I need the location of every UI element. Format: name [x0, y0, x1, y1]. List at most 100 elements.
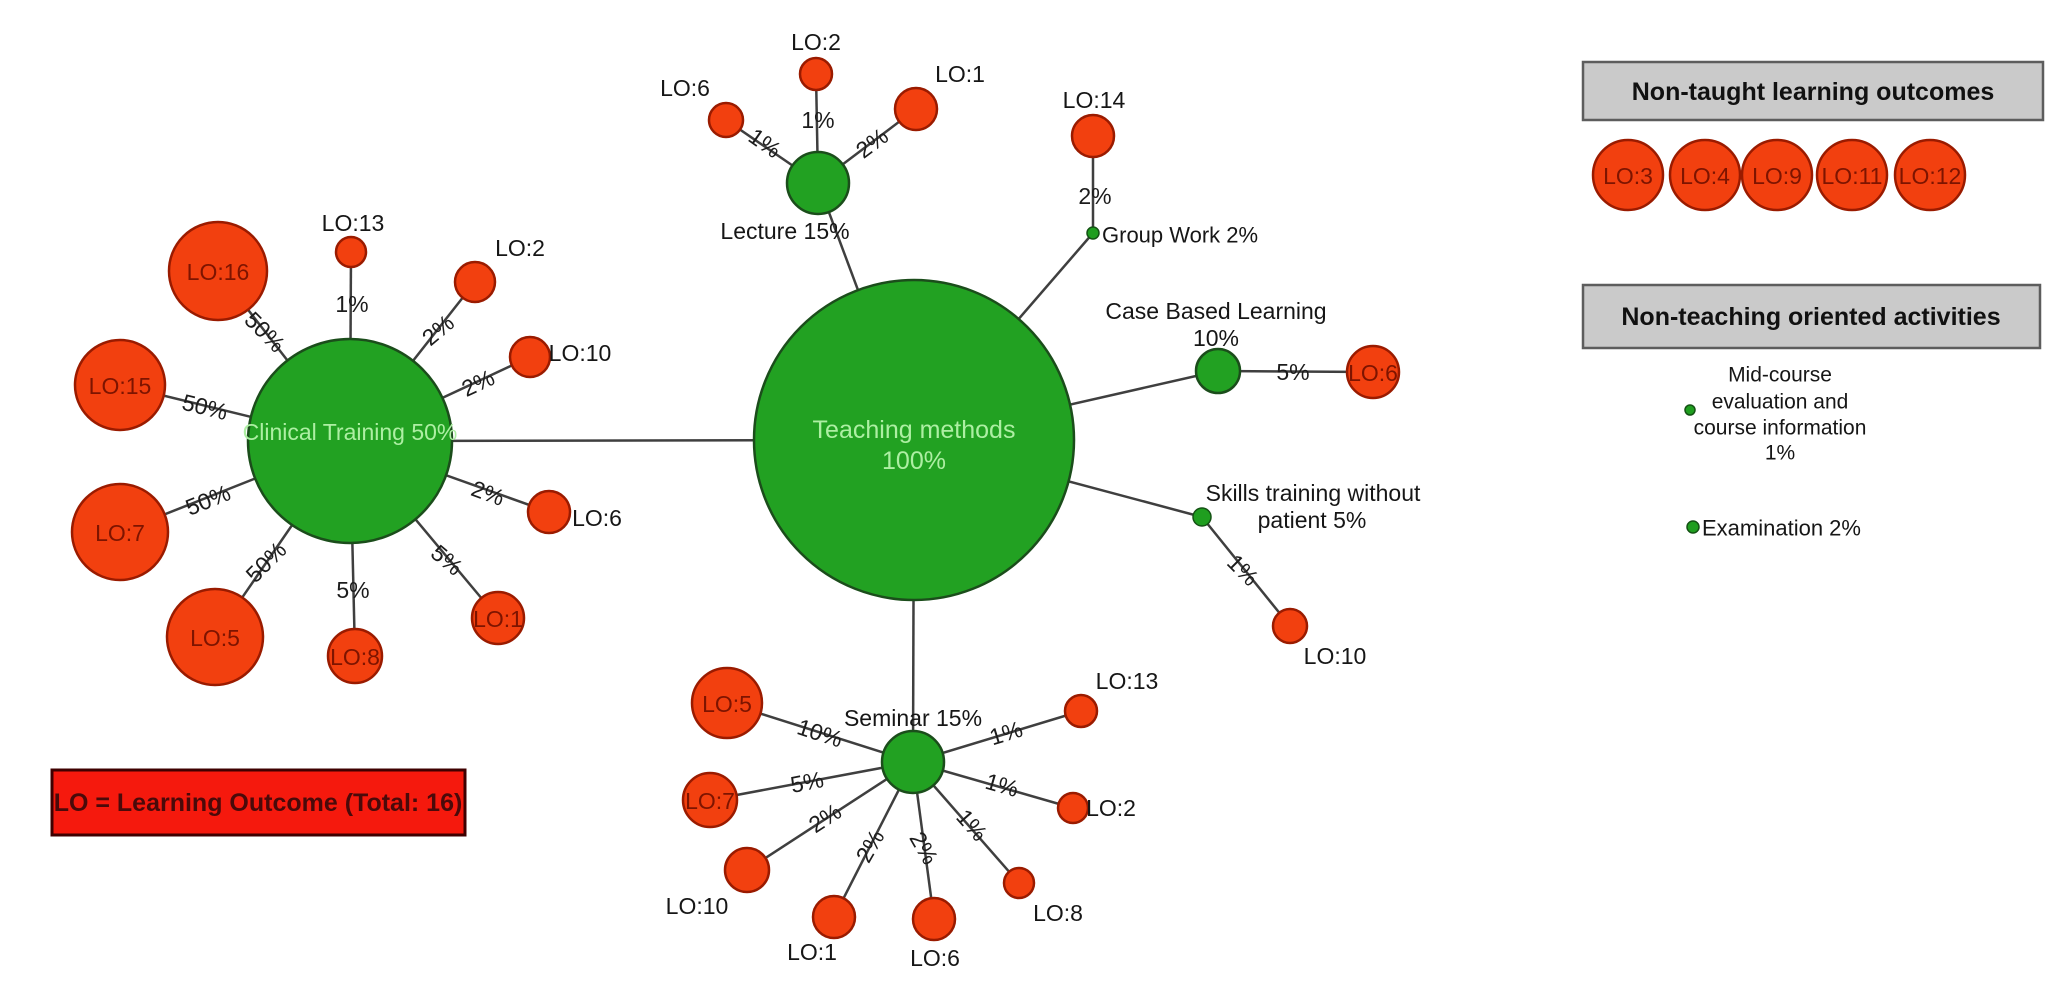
midcourse-line3: course information [1694, 417, 1867, 440]
seminar-lo13-label: LO:13 [1096, 668, 1159, 694]
clinical-lo5-pct: 50% [241, 537, 292, 588]
seminar-lo1-pct: 2% [850, 825, 889, 867]
seminar-lo7-pct: 5% [788, 766, 826, 798]
clinical-lo15-pct: 50% [180, 389, 231, 425]
clinical-lo13-pct: 1% [335, 291, 368, 317]
case-based-pct-label: 10% [1193, 325, 1239, 351]
legend-lo4-label: LO:4 [1680, 163, 1730, 189]
teaching-methods-label-line1: Teaching methods [813, 416, 1016, 444]
legend-lo3-node [1591, 138, 1665, 212]
seminar-lo7-node [681, 771, 739, 829]
midcourse-dot [1684, 404, 1696, 416]
clinical-training-node [246, 337, 454, 545]
clinical-lo13-node [334, 235, 368, 269]
seminar-lo5-pct: 10% [794, 714, 846, 753]
legend-non-taught-box [1581, 60, 2045, 122]
lecture-lo6-label: LO:6 [660, 75, 710, 101]
groupwork-lo14-node [1070, 113, 1116, 159]
midcourse-line4: 1% [1765, 442, 1795, 465]
clinical-lo7-label: LO:7 [95, 520, 145, 546]
legend-non-taught-title: Non-taught learning outcomes [1632, 78, 1995, 106]
clinical-lo2-pct: 2% [417, 309, 459, 350]
clinical-lo8-pct: 5% [336, 577, 369, 603]
seminar-lo13-pct: 1% [986, 716, 1025, 751]
skills-title-line2: patient 5% [1258, 507, 1367, 533]
groupwork-lo14-pct: 2% [1078, 183, 1111, 209]
clinical-lo10-pct: 2% [457, 364, 498, 402]
clinical-lo1-label: LO:1 [473, 606, 523, 632]
casebased-lo6-pct: 5% [1276, 359, 1309, 385]
seminar-lo5-label: LO:5 [702, 691, 752, 717]
clinical-lo5-node [165, 587, 265, 687]
seminar-lo8-label: LO:8 [1033, 900, 1083, 926]
seminar-lo1-label: LO:1 [787, 939, 837, 965]
seminar-lo1-node [811, 894, 857, 940]
legend-lo3-label: LO:3 [1603, 163, 1653, 189]
groupwork-lo14-label: LO:14 [1063, 87, 1126, 113]
clinical-lo5-label: LO:5 [190, 625, 240, 651]
clinical-lo10-label: LO:10 [549, 340, 612, 366]
midcourse-line1: Mid-course [1728, 364, 1832, 387]
legend-lo12-node [1893, 138, 1967, 212]
lo-definition-box [50, 768, 467, 837]
lecture-lo2-label: LO:2 [791, 29, 841, 55]
edge-seminar-lo7 [709, 760, 914, 802]
seminar-lo10-pct: 2% [804, 798, 846, 838]
lecture-lo1-node [893, 86, 939, 132]
midcourse-line2: evaluation and [1712, 391, 1849, 414]
clinical-lo1-node [470, 590, 526, 646]
seminar-lo5-node [690, 666, 764, 740]
skills-lo10-node [1271, 607, 1309, 645]
clinical-lo8-node [326, 627, 384, 685]
legend-lo4-node [1668, 138, 1742, 212]
legend-lo9-label: LO:9 [1752, 163, 1802, 189]
group-work-label: Group Work 2% [1102, 223, 1258, 248]
clinical-lo7-node [70, 482, 170, 582]
edge-seminar-lo10 [746, 760, 914, 872]
clinical-lo16-node [167, 220, 269, 322]
clinical-lo15-node [73, 338, 167, 432]
seminar-lo13-node [1063, 693, 1099, 729]
clinical-lo2-node [453, 260, 497, 304]
examination-label: Examination 2% [1702, 516, 1861, 541]
edge-skills-lo10 [1201, 516, 1291, 627]
seminar-node [880, 729, 946, 795]
lecture-lo6-node [707, 101, 745, 139]
clinical-lo6-pct: 2% [468, 475, 508, 511]
clinical-lo8-label: LO:8 [330, 644, 380, 670]
seminar-lo6-node [911, 896, 957, 942]
seminar-lo10-node [723, 846, 771, 894]
clinical-lo10-node [508, 335, 552, 379]
clinical-lo16-label: LO:16 [187, 259, 250, 285]
legend-non-teaching-box [1581, 283, 2042, 350]
examination-dot [1686, 520, 1700, 534]
clinical-lo2-label: LO:2 [495, 235, 545, 261]
seminar-lo6-pct: 2% [904, 827, 943, 869]
teaching-methods-node [752, 278, 1076, 602]
legend-lo11-label: LO:11 [1822, 163, 1883, 189]
legend-lo11-node [1815, 138, 1889, 212]
skills-title-line1: Skills training without [1206, 480, 1421, 506]
legend-lo9-node [1740, 138, 1814, 212]
teaching-methods-label-line2: 100% [882, 447, 946, 475]
lecture-lo2-pct: 1% [801, 107, 834, 133]
clinical-lo6-node [526, 489, 572, 535]
lecture-node [785, 150, 851, 216]
lo-definition-label: LO = Learning Outcome (Total: 16) [54, 789, 463, 817]
casebased-lo6-node [1345, 344, 1401, 400]
seminar-lo10-label: LO:10 [666, 893, 729, 919]
lecture-lo2-node [798, 56, 834, 92]
seminar-lo7-label: LO:7 [685, 788, 735, 814]
clinical-lo7-pct: 50% [182, 479, 234, 520]
seminar-lo2-label: LO:2 [1086, 795, 1136, 821]
skills-lo10-label: LO:10 [1304, 643, 1367, 669]
seminar-lo2-node [1056, 791, 1090, 825]
group-work-node [1086, 226, 1100, 240]
seminar-lo6-label: LO:6 [910, 945, 960, 971]
seminar-lo8-node [1002, 866, 1036, 900]
clinical-lo16-pct: 50% [240, 307, 291, 358]
clinical-lo13-label: LO:13 [322, 210, 385, 236]
legend-lo12-label: LO:12 [1899, 163, 1962, 189]
